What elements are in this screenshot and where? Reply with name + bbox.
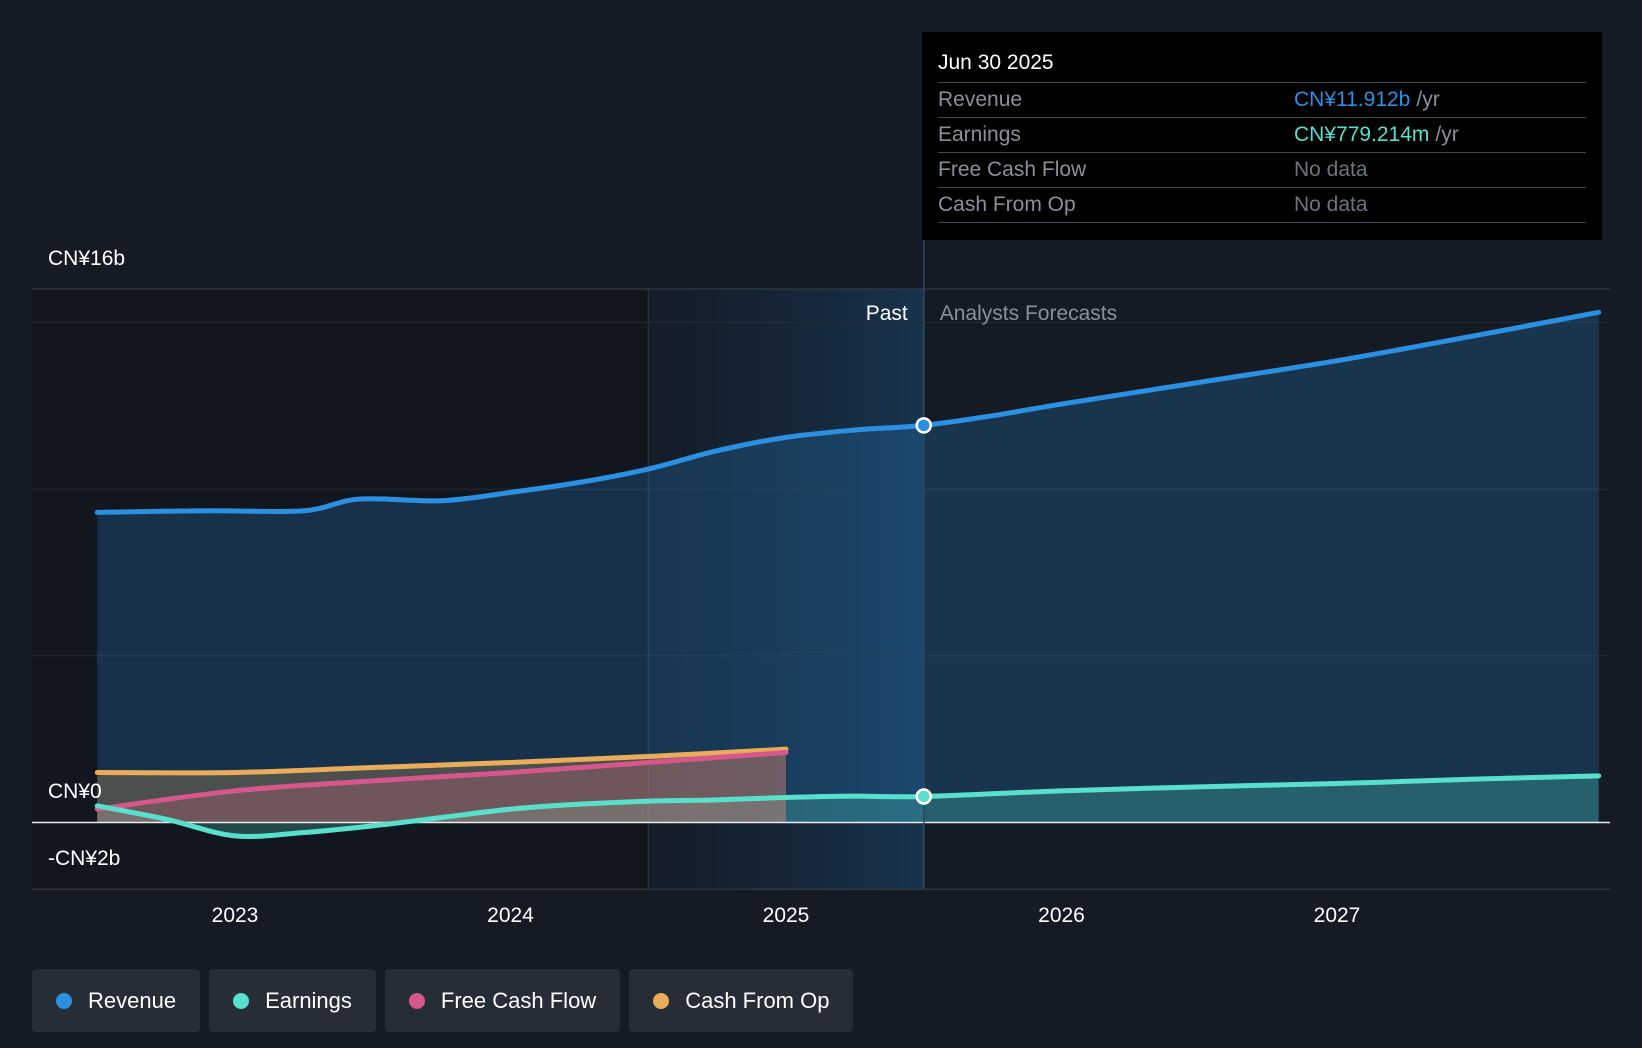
tooltip-label: Revenue: [938, 88, 1023, 111]
tooltip-unit: /yr: [1416, 88, 1440, 111]
tooltip-value: CN¥11.912b: [1294, 88, 1411, 111]
x-axis-label: 2026: [1038, 904, 1085, 927]
tooltip-label: Earnings: [938, 123, 1021, 146]
y-axis-label: -CN¥2b: [48, 847, 120, 870]
legend-label: Revenue: [88, 987, 177, 1013]
free-cash-flow-area: [97, 752, 786, 823]
earnings-marker: [915, 788, 932, 805]
tooltip-row-free-cash-flow: Free Cash Flow No data: [938, 153, 1586, 188]
x-axis-label: 2025: [763, 904, 810, 927]
x-axis-label: 2027: [1314, 904, 1361, 927]
x-axis-label: 2023: [212, 904, 259, 927]
tooltip-row-revenue: Revenue CN¥11.912b /yr: [938, 83, 1586, 118]
tooltip-row-earnings: Earnings CN¥779.214m /yr: [938, 118, 1586, 153]
legend-item-revenue[interactable]: Revenue: [32, 969, 201, 1032]
earnings-dot-icon: [233, 992, 250, 1009]
y-axis-label: CN¥0: [48, 780, 102, 803]
y-axis-label: CN¥16b: [48, 247, 125, 270]
past-label: Past: [866, 302, 908, 325]
x-axis-label: 2024: [487, 904, 534, 927]
legend-item-cash-from-op[interactable]: Cash From Op: [629, 969, 854, 1032]
chart-legend: Revenue Earnings Free Cash Flow Cash Fro…: [32, 969, 854, 1032]
tooltip-value: CN¥779.214m: [1294, 123, 1430, 146]
legend-item-free-cash-flow[interactable]: Free Cash Flow: [384, 969, 621, 1032]
revenue-marker: [915, 417, 932, 434]
tooltip-label: Free Cash Flow: [938, 158, 1087, 181]
data-tooltip: Jun 30 2025 Revenue CN¥11.912b /yr Earni…: [922, 32, 1602, 240]
revenue-dot-icon: [56, 992, 72, 1009]
tooltip-date: Jun 30 2025: [938, 46, 1586, 83]
tooltip-label: Cash From Op: [938, 193, 1076, 216]
free-cash-flow-line: [94, 749, 789, 812]
tooltip-unit: /yr: [1435, 123, 1459, 146]
cash-from-op-dot-icon: [653, 992, 670, 1009]
forecast-label: Analysts Forecasts: [940, 302, 1117, 325]
tooltip-value: No data: [1294, 193, 1368, 216]
legend-label: Cash From Op: [685, 987, 830, 1013]
tooltip-row-cash-from-op: Cash From Op No data: [938, 188, 1586, 223]
cash-from-op-line: [94, 746, 789, 776]
past-highlight-band: [648, 289, 924, 889]
legend-item-earnings[interactable]: Earnings: [209, 969, 376, 1032]
legend-label: Earnings: [265, 987, 352, 1013]
earnings-area: [97, 775, 1599, 837]
earnings-line: [94, 773, 1602, 840]
tooltip-value: No data: [1294, 158, 1368, 181]
revenue-area: [97, 312, 1599, 823]
legend-label: Free Cash Flow: [440, 987, 597, 1013]
revenue-line: [94, 309, 1602, 515]
free-cash-flow-dot-icon: [408, 992, 425, 1009]
